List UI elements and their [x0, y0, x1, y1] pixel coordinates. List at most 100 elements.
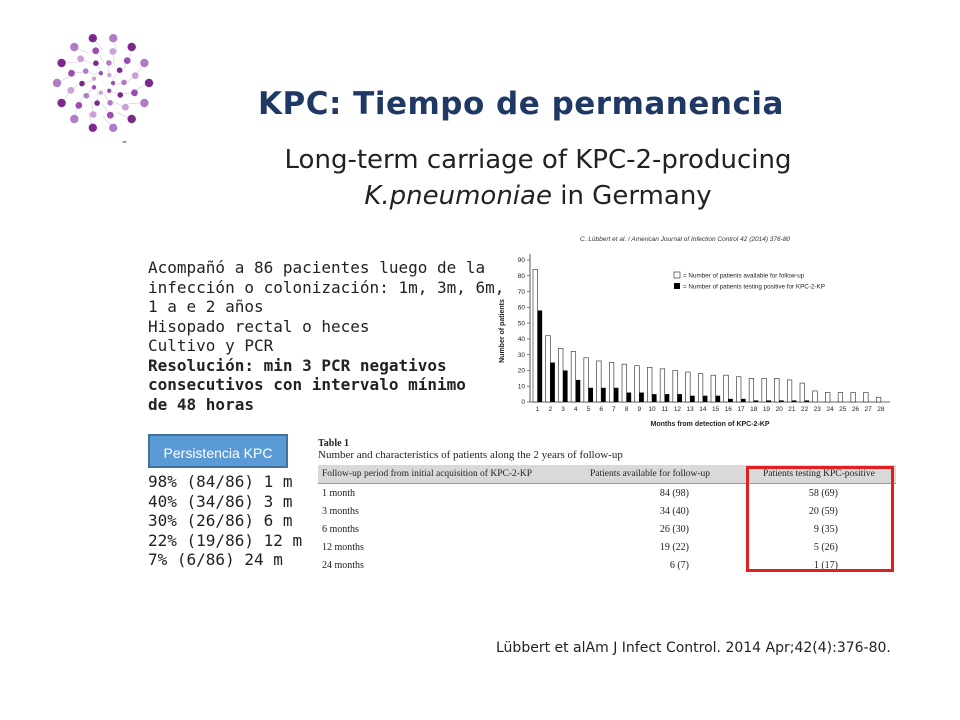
bar-available	[558, 348, 564, 403]
x-tick-label: 13	[687, 406, 695, 413]
logo-dot	[82, 68, 89, 74]
bar-positive	[664, 394, 670, 402]
bar-available	[672, 370, 678, 403]
bar-available	[545, 335, 551, 403]
description-line: Cultivo y PCR	[148, 336, 274, 355]
logo-dot	[106, 111, 114, 119]
table-cell-period: 24 months	[322, 559, 364, 571]
bar-positive	[639, 392, 644, 402]
logo	[52, 34, 154, 132]
logo-dot	[144, 78, 154, 88]
bar-available	[786, 379, 793, 403]
persistence-line: 22% (19/86) 12 m	[148, 530, 303, 550]
bar-positive	[537, 310, 543, 402]
bar-available	[608, 362, 615, 403]
logo-dot	[131, 72, 139, 80]
bar-positive	[753, 400, 759, 402]
bar-available	[736, 376, 742, 403]
x-tick-label: 12	[674, 406, 682, 413]
logo-dot	[121, 79, 127, 86]
bar-available	[532, 269, 538, 403]
logo-dot	[88, 123, 97, 132]
table-cell-available: 34 (40)	[659, 505, 689, 517]
x-tick-label: 2	[548, 406, 552, 413]
subtitle-line-2: K.pneumoniae in Germany	[258, 178, 818, 214]
bar-available	[583, 357, 589, 403]
table-caption-text: Number and characteristics of patients a…	[318, 449, 623, 461]
x-tick-label: 22	[801, 406, 809, 413]
logo-dot	[93, 60, 99, 66]
subtitle-line-2-rest: in Germany	[551, 181, 712, 211]
bar-available	[723, 374, 729, 403]
logo-dot	[107, 73, 112, 78]
logo-dot	[67, 86, 75, 94]
logo-dot	[109, 34, 118, 43]
subtitle-line-1: Long-term carriage of KPC-2-producing	[284, 145, 792, 175]
x-tick-label: 3	[561, 406, 565, 413]
table-cell-available: 19 (22)	[659, 541, 689, 553]
logo-dot	[91, 85, 97, 90]
logo-dot	[109, 48, 117, 55]
description-line: 1 a e 2 años	[148, 297, 264, 316]
y-tick-label: 50	[518, 320, 526, 327]
table-block: Table 1 Number and characteristics of pa…	[318, 438, 903, 574]
description-line: infección o colonización: 1m, 3m, 6m,	[148, 277, 505, 297]
legend-swatch-positive	[674, 283, 680, 289]
table-cell-available: 26 (30)	[659, 523, 689, 535]
table-row: 24 months 6 (7) 1 (17)	[318, 556, 896, 574]
x-tick-label: 14	[699, 406, 707, 413]
y-tick-label: 10	[518, 383, 526, 390]
persistence-line: 7% (6/86) 24 m	[148, 550, 283, 569]
table-cell-positive: 9 (35)	[813, 523, 838, 535]
logo-dot	[98, 90, 103, 95]
logo-dot	[110, 80, 116, 86]
logo-dot	[91, 76, 97, 81]
study-description: Acompañó a 86 pacientes luego de la infec…	[148, 258, 505, 414]
bar-positive	[575, 379, 581, 402]
logo-dash: -	[122, 134, 128, 150]
x-tick-label: 6	[599, 406, 603, 413]
persistence-list: 98% (84/86) 1 m 40% (34/86) 3 m 30% (26/86…	[148, 472, 302, 570]
logo-dot	[117, 92, 124, 98]
logo-dot	[94, 100, 100, 106]
bar-available	[850, 392, 856, 403]
bar-available	[596, 360, 602, 403]
y-tick-label: 40	[518, 336, 526, 343]
y-tick-label: 20	[518, 368, 526, 375]
table-caption-label: Table 1	[318, 438, 350, 449]
description-line: Acompañó a 86 pacientes luego de la	[148, 258, 486, 277]
table-header-row: Follow-up period from initial acquisitio…	[318, 465, 896, 484]
x-tick-label: 19	[763, 406, 771, 413]
bar-available	[748, 378, 755, 403]
table-cell-period: 12 months	[322, 541, 364, 553]
bar-available	[825, 392, 831, 403]
bar-positive	[550, 362, 555, 402]
logo-dot	[70, 42, 79, 52]
bar-available	[710, 374, 716, 403]
x-tick-label: 24	[826, 406, 834, 413]
table-header-positive: Patients testing KPC-positive	[759, 465, 896, 484]
y-tick-label: 0	[521, 399, 525, 406]
logo-dot	[140, 58, 149, 68]
x-tick-label: 20	[776, 406, 784, 413]
x-tick-label: 27	[865, 406, 873, 413]
bar-positive	[715, 395, 721, 402]
y-tick-label: 30	[518, 352, 526, 359]
logo-dot	[79, 80, 85, 87]
logo-dot	[107, 100, 113, 106]
logo-dot	[122, 103, 129, 111]
subtitle-species: K.pneumoniae	[364, 181, 552, 211]
table-header-period: Follow-up period from initial acquisitio…	[318, 465, 586, 484]
bar-available	[761, 378, 767, 403]
x-axis-label: Months from detection of KPC-2-KP	[651, 421, 770, 428]
legend-label-available: = Number of patients available for follo…	[683, 273, 805, 280]
bar-positive	[652, 394, 657, 402]
bar-available	[685, 371, 691, 403]
citation: Lübbert et alAm J Infect Control. 2014 A…	[496, 640, 891, 656]
bar-positive	[791, 400, 797, 402]
legend-swatch-available	[673, 271, 681, 279]
logo-dot	[83, 93, 90, 99]
description-line: consecutivos con intervalo mínimo	[148, 375, 466, 394]
x-tick-label: 25	[839, 406, 847, 413]
persistence-line: 30% (26/86) 6 m	[148, 511, 293, 530]
